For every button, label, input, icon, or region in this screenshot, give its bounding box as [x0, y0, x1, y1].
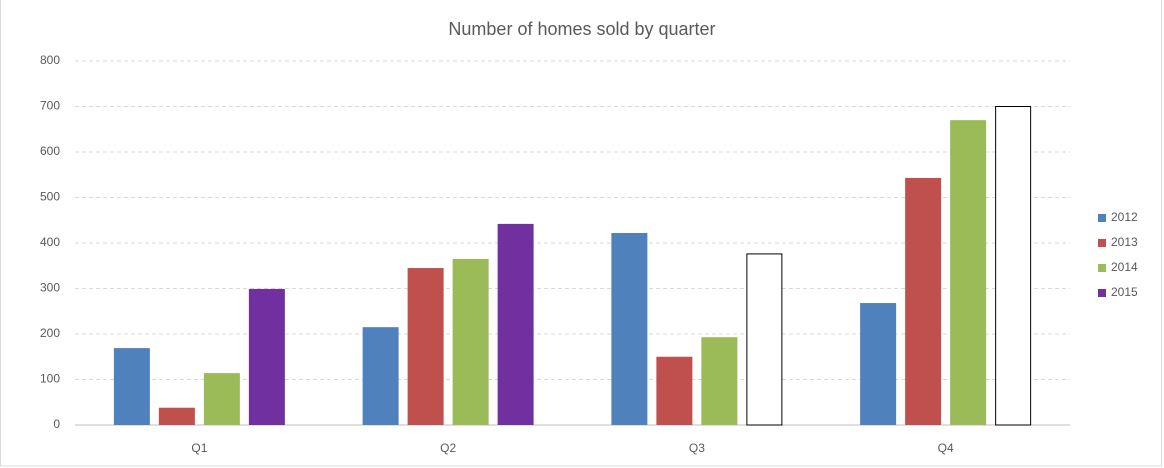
y-tick-label: 600	[40, 144, 60, 158]
legend-swatch	[1098, 239, 1106, 247]
bar	[113, 348, 150, 425]
bar	[407, 268, 444, 425]
legend-swatch	[1098, 264, 1106, 272]
bar	[656, 356, 693, 425]
bar	[950, 120, 987, 426]
y-tick-label: 500	[40, 190, 60, 204]
bar	[248, 288, 285, 425]
chart-title: Number of homes sold by quarter	[448, 19, 715, 39]
x-tick-label: Q4	[938, 441, 954, 455]
y-tick-label: 400	[40, 235, 60, 249]
x-tick-label: Q2	[440, 441, 456, 455]
bar	[452, 258, 489, 425]
bar	[362, 327, 399, 425]
legend-swatch	[1098, 214, 1106, 222]
bar	[497, 223, 534, 425]
y-tick-label: 200	[40, 326, 60, 340]
bar	[203, 373, 240, 425]
legend-label: 2013	[1111, 235, 1138, 249]
legend-swatch	[1098, 289, 1106, 297]
y-tick-label: 100	[40, 372, 60, 386]
y-tick-label: 300	[40, 281, 60, 295]
bar	[995, 106, 1032, 426]
y-tick-label: 800	[40, 53, 60, 67]
bar	[158, 407, 195, 425]
legend-label: 2015	[1111, 285, 1138, 299]
bar	[905, 177, 942, 425]
x-tick-label: Q3	[689, 441, 705, 455]
y-tick-label: 700	[40, 99, 60, 113]
bar	[611, 232, 648, 425]
bar	[860, 303, 897, 425]
x-tick-label: Q1	[191, 441, 207, 455]
bar	[746, 253, 783, 426]
legend-label: 2012	[1111, 210, 1138, 224]
legend-label: 2014	[1111, 260, 1138, 274]
bar	[701, 337, 738, 425]
y-tick-label: 0	[53, 417, 60, 431]
